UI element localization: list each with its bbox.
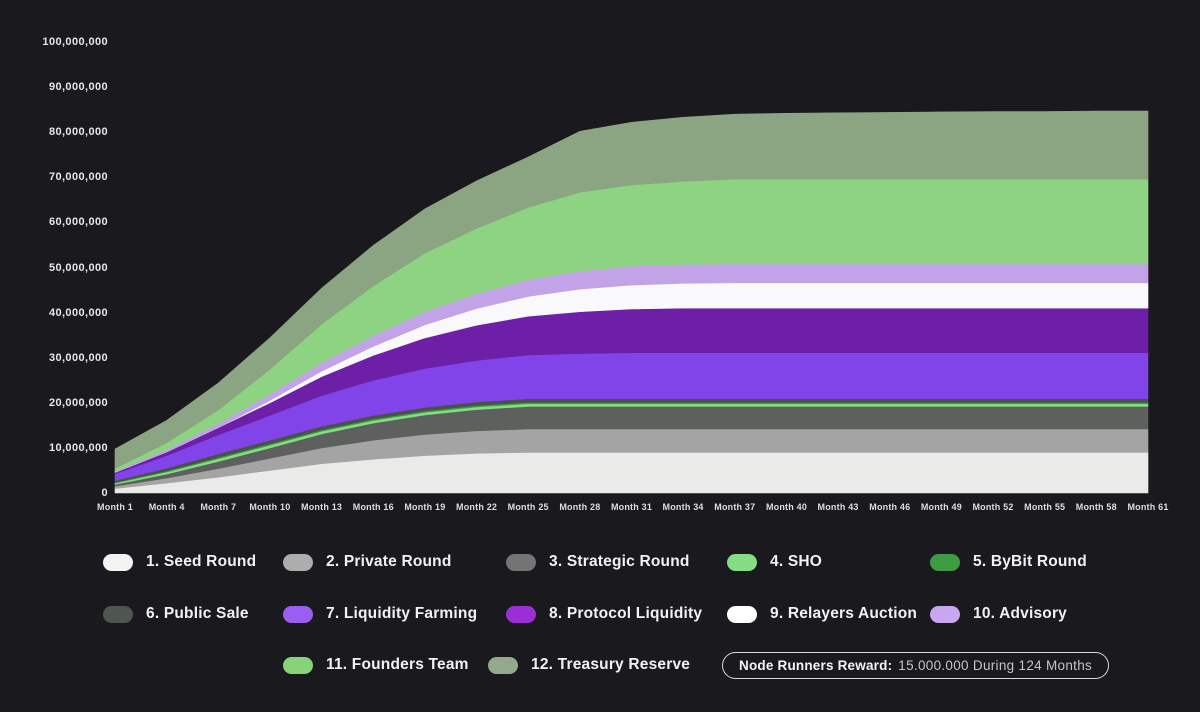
node-runners-reward-label: Node Runners Reward:	[739, 658, 893, 673]
x-tick-label: Month 31	[610, 502, 653, 512]
x-tick-label: Month 49	[920, 502, 962, 512]
x-tick-label: Month 61	[1127, 502, 1169, 512]
y-tick-label: 20,000,000	[48, 396, 108, 409]
x-tick-label: Month 25	[507, 502, 549, 512]
x-tick-label: Month 13	[301, 502, 343, 512]
x-tick-label: Month 4	[148, 502, 185, 512]
node-runners-reward-pill: Node Runners Reward: 15.000.000 During 1…	[722, 652, 1110, 679]
legend-item-sho: 4. SHO	[727, 550, 822, 574]
legend-label: 1. Seed Round	[146, 553, 257, 570]
x-tick-label: Month 43	[817, 502, 859, 512]
x-tick-label: Month 58	[1075, 502, 1117, 512]
y-tick-label: 80,000,000	[48, 126, 108, 139]
strategic-round-swatch	[506, 553, 536, 571]
protocol-liquidity-swatch	[506, 605, 536, 623]
public-sale-swatch	[103, 605, 133, 623]
legend-label: 6. Public Sale	[146, 605, 249, 622]
legend-item-bybit-round: 5. ByBit Round	[930, 550, 1087, 574]
x-tick-label: Month 1	[97, 502, 133, 512]
founders-team-swatch	[283, 656, 313, 674]
legend-item-public-sale: 6. Public Sale	[103, 602, 249, 626]
legend-item-founders-team: 11. Founders Team	[283, 653, 469, 677]
legend-item-protocol-liquidity: 8. Protocol Liquidity	[506, 602, 702, 626]
relayers-auction-swatch	[727, 605, 757, 623]
legend-label: 5. ByBit Round	[973, 553, 1087, 570]
band-treasury-reserve	[114, 110, 1149, 469]
x-tick-label: Month 34	[662, 502, 704, 512]
y-tick-label: 50,000,000	[48, 261, 108, 274]
node-runners-reward-value: 15.000.000 During 124 Months	[898, 658, 1093, 673]
y-tick-label: 10,000,000	[48, 441, 108, 454]
legend-item-treasury-reserve: 12. Treasury Reserve	[488, 653, 690, 677]
advisory-swatch	[930, 605, 960, 623]
legend-label: 9. Relayers Auction	[770, 605, 918, 622]
x-tick-label: Month 7	[200, 502, 237, 512]
legend-item-liquidity-farming: 7. Liquidity Farming	[283, 602, 477, 626]
legend-label: 3. Strategic Round	[549, 553, 690, 570]
x-tick-label: Month 22	[456, 502, 498, 512]
legend-label: 4. SHO	[770, 553, 823, 570]
legend-label: 10. Advisory	[973, 605, 1068, 622]
x-tick-label: Month 37	[714, 502, 756, 512]
sho-swatch	[727, 553, 757, 571]
legend-item-strategic-round: 3. Strategic Round	[506, 550, 690, 574]
x-tick-label: Month 16	[352, 502, 394, 512]
treasury-reserve-swatch	[488, 656, 518, 674]
legend-label: 7. Liquidity Farming	[326, 605, 478, 622]
legend-item-private-round: 2. Private Round	[283, 550, 452, 574]
x-tick-label: Month 52	[972, 502, 1014, 512]
legend-label: 2. Private Round	[326, 553, 452, 570]
liquidity-farming-swatch	[283, 605, 313, 623]
private-round-swatch	[283, 553, 313, 571]
legend-label: 8. Protocol Liquidity	[549, 605, 703, 622]
y-tick-label: 30,000,000	[48, 351, 108, 364]
y-tick-label: 70,000,000	[48, 171, 108, 184]
y-tick-label: 40,000,000	[48, 306, 108, 319]
x-tick-label: Month 40	[765, 502, 808, 512]
bybit-round-swatch	[930, 553, 960, 571]
y-tick-label: 0	[101, 487, 108, 499]
y-tick-label: 60,000,000	[48, 216, 108, 229]
legend-item-relayers-auction: 9. Relayers Auction	[727, 602, 917, 626]
legend-label: 12. Treasury Reserve	[531, 656, 691, 673]
legend-item-advisory: 10. Advisory	[930, 602, 1067, 626]
x-tick-label: Month 10	[249, 502, 291, 512]
x-tick-label: Month 19	[404, 502, 446, 512]
legend-label: 11. Founders Team	[326, 656, 469, 673]
y-tick-label: 100,000,000	[42, 36, 108, 48]
x-tick-label: Month 46	[869, 502, 911, 512]
legend-item-seed-round: 1. Seed Round	[103, 550, 256, 574]
seed-round-swatch	[103, 553, 133, 571]
y-tick-label: 90,000,000	[48, 81, 108, 94]
x-tick-label: Month 55	[1024, 502, 1066, 512]
x-tick-label: Month 28	[559, 502, 601, 512]
